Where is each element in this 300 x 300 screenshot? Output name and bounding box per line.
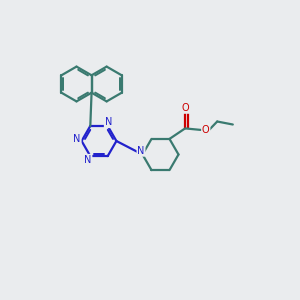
Text: O: O [182, 103, 190, 113]
Text: N: N [74, 134, 81, 145]
Text: O: O [202, 125, 210, 135]
Text: N: N [137, 146, 145, 156]
Text: N: N [105, 117, 112, 127]
Text: N: N [84, 155, 92, 165]
